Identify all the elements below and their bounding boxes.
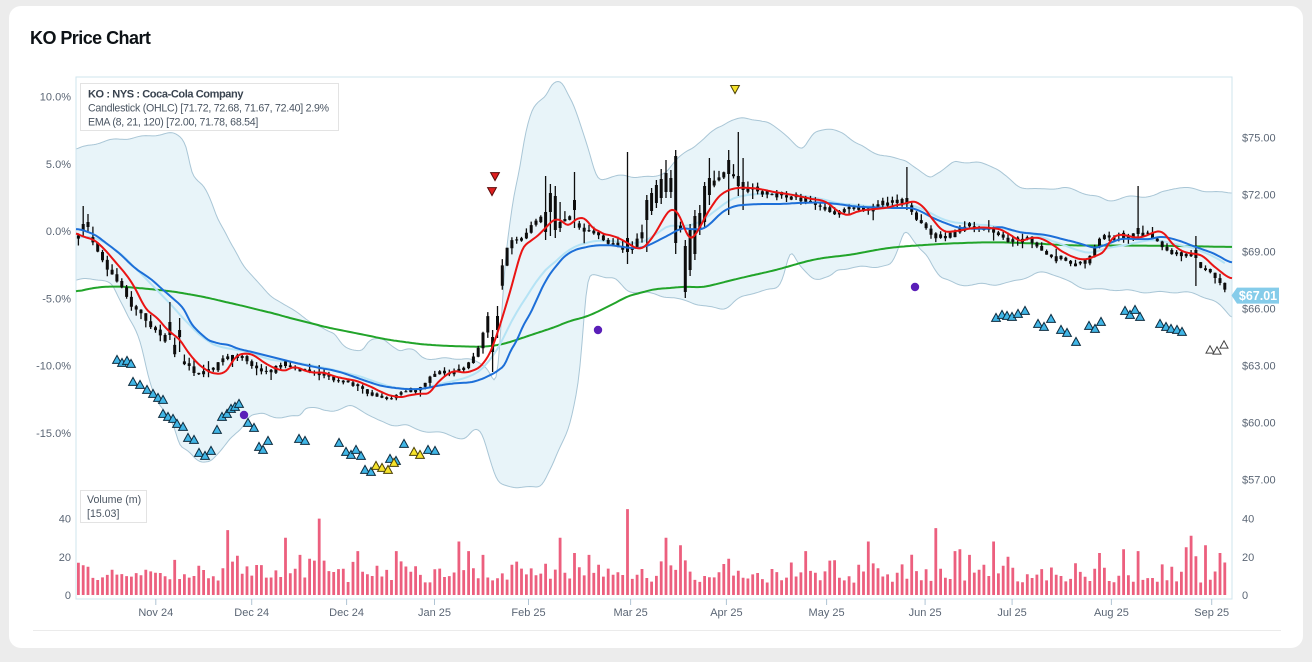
svg-text:$69.00: $69.00	[1242, 247, 1276, 259]
svg-text:Feb 25: Feb 25	[511, 607, 545, 619]
svg-text:Apr 25: Apr 25	[710, 607, 742, 619]
svg-text:5.0%: 5.0%	[46, 159, 71, 171]
svg-text:Jun 25: Jun 25	[909, 607, 942, 619]
svg-text:$75.00: $75.00	[1242, 133, 1276, 145]
svg-text:10.0%: 10.0%	[40, 92, 71, 104]
svg-text:0: 0	[65, 590, 71, 602]
svg-text:40: 40	[59, 514, 71, 526]
svg-text:Volume (m): Volume (m)	[87, 494, 141, 506]
svg-text:Sep 25: Sep 25	[1194, 607, 1229, 619]
svg-text:-10.0%: -10.0%	[36, 361, 71, 373]
svg-text:-15.0%: -15.0%	[36, 428, 71, 440]
svg-text:$66.00: $66.00	[1242, 304, 1276, 316]
svg-text:20: 20	[1242, 552, 1254, 564]
svg-text:Nov 24: Nov 24	[138, 607, 173, 619]
svg-text:0.0%: 0.0%	[46, 226, 71, 238]
svg-text:Dec 24: Dec 24	[329, 607, 364, 619]
svg-text:$72.00: $72.00	[1242, 190, 1276, 202]
svg-text:20: 20	[59, 552, 71, 564]
svg-text:Jan 25: Jan 25	[418, 607, 451, 619]
svg-text:0: 0	[1242, 590, 1248, 602]
svg-text:-5.0%: -5.0%	[42, 293, 71, 305]
svg-text:KO : NYS : Coca-Cola Company: KO : NYS : Coca-Cola Company	[88, 89, 244, 101]
svg-text:$63.00: $63.00	[1242, 361, 1276, 373]
svg-text:Jul 25: Jul 25	[997, 607, 1026, 619]
svg-text:[15.03]: [15.03]	[87, 508, 119, 520]
svg-text:May 25: May 25	[809, 607, 845, 619]
svg-text:Dec 24: Dec 24	[234, 607, 269, 619]
svg-text:$60.00: $60.00	[1242, 418, 1276, 430]
svg-text:Mar 25: Mar 25	[613, 607, 647, 619]
svg-text:EMA (8, 21, 120) [72.00, 71.78: EMA (8, 21, 120) [72.00, 71.78, 68.54]	[88, 117, 258, 129]
svg-text:40: 40	[1242, 514, 1254, 526]
svg-text:Candlestick (OHLC) [71.72, 72.: Candlestick (OHLC) [71.72, 72.68, 71.67,…	[88, 103, 330, 115]
svg-text:Aug 25: Aug 25	[1094, 607, 1129, 619]
svg-text:$57.00: $57.00	[1242, 475, 1276, 487]
svg-text:$67.01: $67.01	[1239, 289, 1277, 303]
